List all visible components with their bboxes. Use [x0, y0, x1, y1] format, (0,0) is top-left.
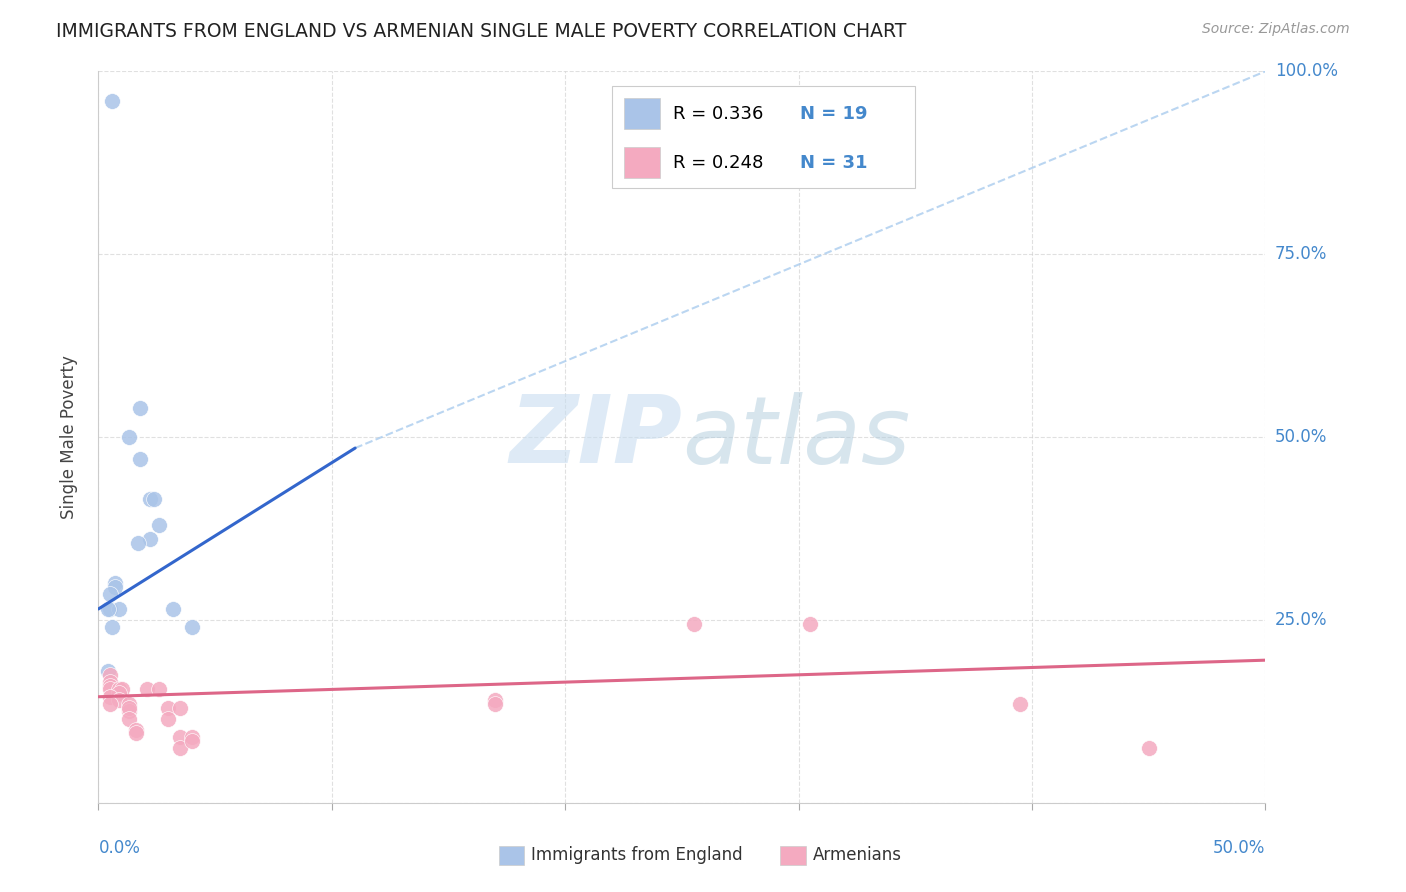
- Point: [157, 700, 180, 714]
- Point: [143, 492, 166, 507]
- Point: [169, 730, 191, 744]
- Point: [101, 620, 124, 634]
- Point: [98, 675, 121, 690]
- Point: [136, 682, 159, 697]
- Point: [98, 682, 121, 697]
- Point: [118, 700, 141, 714]
- Point: [118, 712, 141, 726]
- Point: [180, 733, 202, 747]
- Text: ZIP: ZIP: [509, 391, 682, 483]
- Point: [98, 690, 121, 704]
- Text: Immigrants from England: Immigrants from England: [531, 847, 744, 864]
- Y-axis label: Single Male Poverty: Single Male Poverty: [59, 355, 77, 519]
- Text: 0.0%: 0.0%: [98, 839, 141, 857]
- Text: IMMIGRANTS FROM ENGLAND VS ARMENIAN SINGLE MALE POVERTY CORRELATION CHART: IMMIGRANTS FROM ENGLAND VS ARMENIAN SING…: [56, 22, 907, 41]
- Point: [129, 401, 152, 415]
- Point: [101, 94, 124, 108]
- Point: [1137, 740, 1160, 755]
- Point: [484, 693, 506, 707]
- Text: Armenians: Armenians: [813, 847, 901, 864]
- Text: 50.0%: 50.0%: [1275, 428, 1327, 446]
- Point: [1010, 697, 1032, 711]
- Point: [162, 602, 184, 616]
- Point: [111, 682, 134, 697]
- Point: [180, 730, 202, 744]
- Point: [98, 679, 121, 693]
- Point: [484, 697, 506, 711]
- Point: [97, 602, 120, 616]
- Point: [108, 682, 131, 697]
- Point: [682, 616, 704, 631]
- Point: [108, 686, 131, 700]
- Point: [104, 576, 127, 591]
- Point: [125, 723, 148, 737]
- Point: [148, 517, 170, 532]
- Point: [125, 726, 148, 740]
- Text: 75.0%: 75.0%: [1275, 245, 1327, 263]
- Point: [148, 682, 170, 697]
- Point: [118, 705, 141, 719]
- Point: [127, 536, 149, 550]
- Point: [98, 587, 121, 601]
- Point: [98, 697, 121, 711]
- Text: 25.0%: 25.0%: [1275, 611, 1327, 629]
- Point: [139, 533, 162, 547]
- Text: 50.0%: 50.0%: [1213, 839, 1265, 857]
- Point: [169, 740, 191, 755]
- Point: [108, 602, 131, 616]
- Point: [799, 616, 821, 631]
- Point: [139, 492, 162, 507]
- Point: [104, 580, 127, 594]
- Point: [118, 430, 141, 444]
- Point: [98, 667, 121, 681]
- Text: atlas: atlas: [682, 392, 910, 483]
- Point: [169, 700, 191, 714]
- Point: [98, 602, 121, 616]
- Text: 100.0%: 100.0%: [1275, 62, 1337, 80]
- Point: [108, 693, 131, 707]
- Point: [180, 620, 202, 634]
- Point: [129, 452, 152, 467]
- Point: [97, 664, 120, 678]
- Text: Source: ZipAtlas.com: Source: ZipAtlas.com: [1202, 22, 1350, 37]
- Point: [118, 697, 141, 711]
- Point: [157, 712, 180, 726]
